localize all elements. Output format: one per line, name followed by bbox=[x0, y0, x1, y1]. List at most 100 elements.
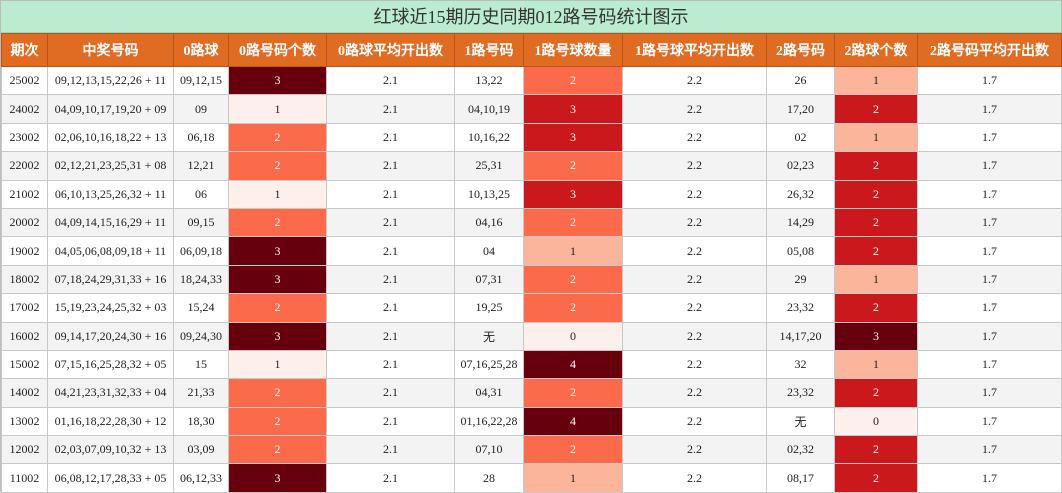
table-cell: 1.7 bbox=[917, 65, 1062, 96]
column-header: 2路号码 bbox=[766, 33, 835, 67]
table-cell: 2.1 bbox=[326, 293, 455, 323]
heat-cell: 2 bbox=[523, 293, 623, 323]
table-cell: 14002 bbox=[1, 378, 48, 408]
heat-cell: 1 bbox=[834, 122, 918, 153]
column-header: 0路球平均开出数 bbox=[326, 33, 455, 67]
table-cell: 06,10,13,25,26,32 + 11 bbox=[47, 179, 174, 209]
table-cell: 2.2 bbox=[622, 293, 767, 323]
table-row: 23002 02,06,10,16,18,22 + 13 06,18 2 2.1 10,1… bbox=[1, 122, 1062, 153]
table-row: 18002 07,18,24,29,31,33 + 16 18,24,33 3 2.1 0… bbox=[1, 264, 1062, 295]
table-cell: 04,10,19 bbox=[454, 94, 524, 124]
table-cell: 1.7 bbox=[917, 122, 1062, 153]
table-cell: 2.2 bbox=[622, 349, 767, 380]
table-cell: 26,32 bbox=[766, 179, 835, 209]
table-cell: 21002 bbox=[1, 179, 48, 209]
table-cell: 2.1 bbox=[326, 406, 455, 437]
heat-cell: 2 bbox=[834, 179, 918, 209]
table-cell: 04,31 bbox=[454, 378, 524, 408]
table-cell: 18002 bbox=[1, 264, 48, 295]
heat-cell: 2 bbox=[834, 151, 918, 181]
table-cell: 2.2 bbox=[622, 236, 767, 266]
table-cell: 2.2 bbox=[622, 207, 767, 238]
table-cell: 1.7 bbox=[917, 406, 1062, 437]
heat-cell: 2 bbox=[523, 264, 623, 295]
table-cell: 25,31 bbox=[454, 151, 524, 181]
table-cell: 19,25 bbox=[454, 293, 524, 323]
table-cell: 12,21 bbox=[173, 151, 229, 181]
table-cell: 15,19,23,24,25,32 + 03 bbox=[47, 293, 174, 323]
table-cell: 2.1 bbox=[326, 378, 455, 408]
table-cell: 21,33 bbox=[173, 378, 229, 408]
table-row: 12002 02,03,07,09,10,32 + 13 03,09 2 2.1 07,1… bbox=[1, 435, 1062, 465]
table-cell: 02,06,10,16,18,22 + 13 bbox=[47, 122, 174, 153]
heat-cell: 2 bbox=[523, 151, 623, 181]
table-cell: 17,20 bbox=[766, 94, 835, 124]
table-cell: 28 bbox=[454, 463, 524, 493]
table-row: 25002 09,12,13,15,22,26 + 11 09,12,15 3 2.1 1… bbox=[1, 65, 1062, 96]
table-cell: 06,09,18 bbox=[173, 236, 229, 266]
table-cell: 无 bbox=[766, 406, 835, 437]
table-row: 16002 09,14,17,20,24,30 + 16 09,24,30 3 2.1 无… bbox=[1, 321, 1062, 351]
table-cell: 06 bbox=[173, 179, 229, 209]
heat-cell: 2 bbox=[834, 207, 918, 238]
heat-cell: 3 bbox=[834, 321, 918, 351]
table-cell: 2.2 bbox=[622, 94, 767, 124]
table-cell: 14,17,20 bbox=[766, 321, 835, 351]
heat-cell: 3 bbox=[228, 236, 327, 266]
table-cell: 2.1 bbox=[326, 321, 455, 351]
table-body: 25002 09,12,13,15,22,26 + 11 09,12,15 3 2.1 1… bbox=[1, 65, 1062, 493]
table-cell: 09,14,17,20,24,30 + 16 bbox=[47, 321, 174, 351]
table-cell: 07,10 bbox=[454, 435, 524, 465]
table-cell: 2.2 bbox=[622, 463, 767, 493]
table-cell: 26 bbox=[766, 65, 835, 96]
heat-cell: 3 bbox=[228, 321, 327, 351]
table-cell: 06,18 bbox=[173, 122, 229, 153]
table-cell: 09,12,13,15,22,26 + 11 bbox=[47, 65, 174, 96]
table-row: 20002 04,09,14,15,16,29 + 11 09,15 2 2.1 04,1… bbox=[1, 207, 1062, 238]
table-cell: 18,24,33 bbox=[173, 264, 229, 295]
heat-cell: 2 bbox=[228, 207, 327, 238]
table-cell: 04,16 bbox=[454, 207, 524, 238]
table-cell: 09,12,15 bbox=[173, 65, 229, 96]
table-cell: 04,21,23,31,32,33 + 04 bbox=[47, 378, 174, 408]
table-cell: 2.2 bbox=[622, 321, 767, 351]
table-row: 15002 07,15,16,25,28,32 + 05 15 1 2.1 07,16,2… bbox=[1, 349, 1062, 380]
table-cell: 07,15,16,25,28,32 + 05 bbox=[47, 349, 174, 380]
table-cell: 15,24 bbox=[173, 293, 229, 323]
table-cell: 1.7 bbox=[917, 236, 1062, 266]
table-cell: 01,16,22,28 bbox=[454, 406, 524, 437]
table-cell: 1.7 bbox=[917, 378, 1062, 408]
heat-cell: 2 bbox=[834, 236, 918, 266]
table-cell: 2.2 bbox=[622, 65, 767, 96]
table-cell: 1.7 bbox=[917, 179, 1062, 209]
table-cell: 29 bbox=[766, 264, 835, 295]
table-cell: 1.7 bbox=[917, 264, 1062, 295]
heat-cell: 2 bbox=[834, 293, 918, 323]
table-cell: 07,18,24,29,31,33 + 16 bbox=[47, 264, 174, 295]
heat-cell: 1 bbox=[228, 349, 327, 380]
table-cell: 04,09,10,17,19,20 + 09 bbox=[47, 94, 174, 124]
heat-cell: 2 bbox=[228, 293, 327, 323]
column-header: 中奖号码 bbox=[47, 33, 174, 67]
table-cell: 02,32 bbox=[766, 435, 835, 465]
heat-cell: 2 bbox=[834, 435, 918, 465]
heat-cell: 0 bbox=[834, 406, 918, 437]
table-row: 24002 04,09,10,17,19,20 + 09 09 1 2.1 04,10,1… bbox=[1, 94, 1062, 124]
table-cell: 02,12,21,23,25,31 + 08 bbox=[47, 151, 174, 181]
column-header: 1路号球平均开出数 bbox=[622, 33, 767, 67]
column-header: 0路球 bbox=[173, 33, 229, 67]
table-cell: 2.2 bbox=[622, 435, 767, 465]
column-header: 2路球个数 bbox=[834, 33, 918, 67]
table-cell: 13,22 bbox=[454, 65, 524, 96]
heat-cell: 2 bbox=[228, 406, 327, 437]
heat-cell: 4 bbox=[523, 406, 623, 437]
heat-cell: 1 bbox=[228, 94, 327, 124]
table-cell: 04,05,06,08,09,18 + 11 bbox=[47, 236, 174, 266]
table-cell: 11002 bbox=[1, 463, 48, 493]
heat-cell: 3 bbox=[228, 65, 327, 96]
table-cell: 09,15 bbox=[173, 207, 229, 238]
table-cell: 13002 bbox=[1, 406, 48, 437]
heat-cell: 2 bbox=[834, 463, 918, 493]
column-header: 2路号码平均开出数 bbox=[917, 33, 1062, 67]
